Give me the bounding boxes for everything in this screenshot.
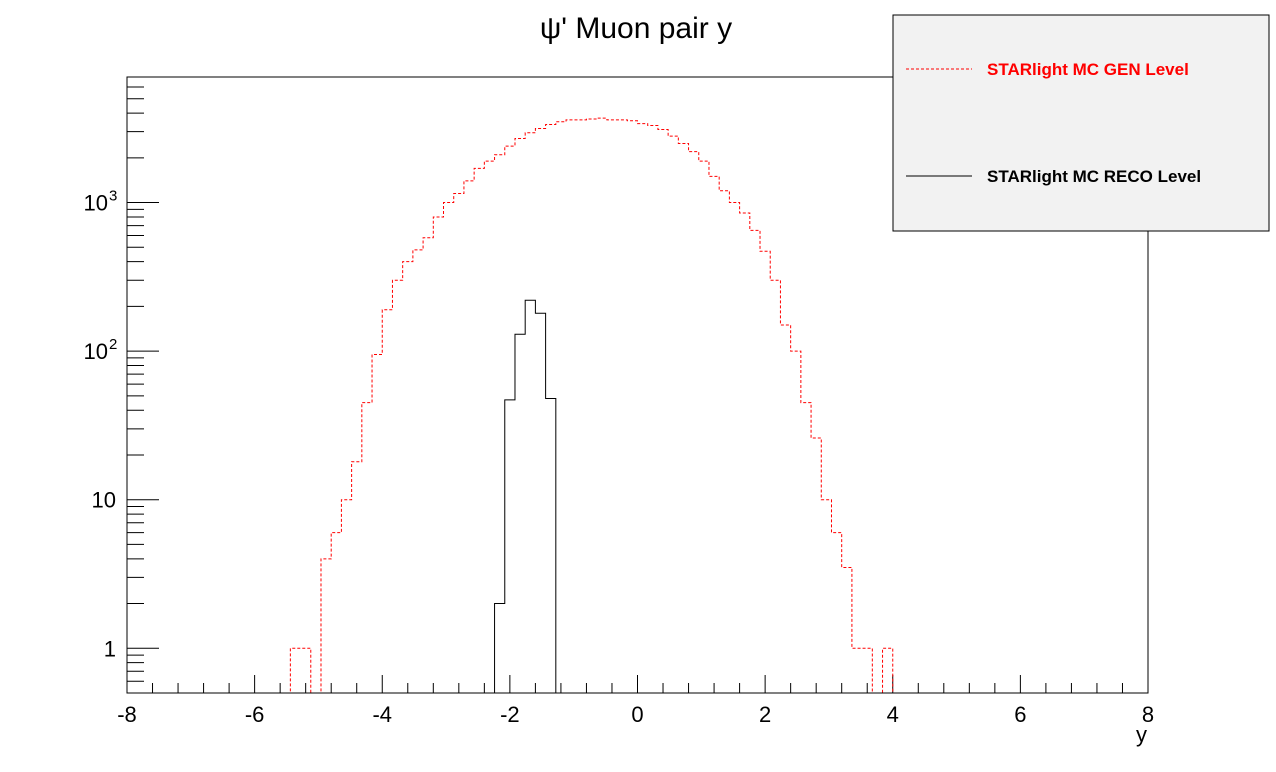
chart-title: ψ' Muon pair y	[540, 12, 732, 45]
x-axis-tick-labels: -8 -6 -4 -2 0 2 4 6 8	[117, 702, 1154, 727]
x-tick-label: 8	[1142, 702, 1154, 727]
legend-box	[892, 14, 1270, 232]
legend-label-gen: STARlight MC GEN Level	[987, 60, 1189, 79]
x-axis-ticks	[126, 675, 1149, 693]
x-tick-label: 4	[887, 702, 899, 727]
series-gen-line	[127, 117, 1148, 694]
x-tick-label: -2	[500, 702, 520, 727]
y-tick-exponent: 3	[109, 188, 117, 205]
series-group	[127, 117, 1148, 694]
legend-label-reco: STARlight MC RECO Level	[987, 167, 1201, 186]
y-tick-label: 1	[104, 636, 116, 661]
x-tick-label: 0	[631, 702, 643, 727]
y-tick-exponent: 2	[109, 336, 117, 353]
y-axis-ticks	[127, 76, 159, 694]
x-tick-label: -8	[117, 702, 137, 727]
x-tick-label: -6	[245, 702, 265, 727]
legend: STARlight MC GEN Level STARlight MC RECO…	[892, 14, 1270, 232]
x-axis-label: y	[1136, 722, 1147, 747]
x-tick-label: 6	[1014, 702, 1026, 727]
y-tick-label: 10	[84, 191, 108, 216]
series-reco-line	[127, 299, 1148, 694]
y-tick-label: 10	[84, 339, 108, 364]
y-tick-label: 10	[92, 488, 116, 513]
x-tick-label: -4	[372, 702, 392, 727]
x-tick-label: 2	[759, 702, 771, 727]
